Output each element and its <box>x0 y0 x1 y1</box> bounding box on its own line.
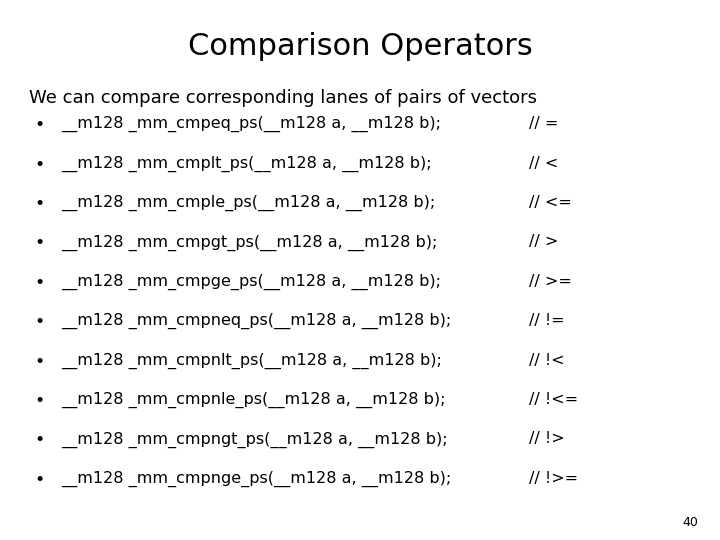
Text: // =: // = <box>529 116 559 131</box>
Text: We can compare corresponding lanes of pairs of vectors: We can compare corresponding lanes of pa… <box>29 89 537 107</box>
Text: __m128 _mm_cmple_ps(__m128 a, __m128 b);: __m128 _mm_cmple_ps(__m128 a, __m128 b); <box>61 195 436 211</box>
Text: // >: // > <box>529 234 559 249</box>
Text: __m128 _mm_cmpge_ps(__m128 a, __m128 b);: __m128 _mm_cmpge_ps(__m128 a, __m128 b); <box>61 274 441 290</box>
Text: // <: // < <box>529 156 559 171</box>
Text: __m128 _mm_cmpnlt_ps(__m128 a, __m128 b);: __m128 _mm_cmpnlt_ps(__m128 a, __m128 b)… <box>61 353 442 369</box>
Text: __m128 _mm_cmpeq_ps(__m128 a, __m128 b);: __m128 _mm_cmpeq_ps(__m128 a, __m128 b); <box>61 116 441 132</box>
Text: •: • <box>35 431 45 449</box>
Text: __m128 _mm_cmplt_ps(__m128 a, __m128 b);: __m128 _mm_cmplt_ps(__m128 a, __m128 b); <box>61 156 432 172</box>
Text: // !>=: // !>= <box>529 471 578 486</box>
Text: // !=: // != <box>529 313 564 328</box>
Text: •: • <box>35 156 45 173</box>
Text: Comparison Operators: Comparison Operators <box>188 32 532 62</box>
Text: // !>: // !> <box>529 431 564 447</box>
Text: // !<: // !< <box>529 353 564 368</box>
Text: •: • <box>35 274 45 292</box>
Text: __m128 _mm_cmpneq_ps(__m128 a, __m128 b);: __m128 _mm_cmpneq_ps(__m128 a, __m128 b)… <box>61 313 451 329</box>
Text: •: • <box>35 471 45 489</box>
Text: __m128 _mm_cmpnge_ps(__m128 a, __m128 b);: __m128 _mm_cmpnge_ps(__m128 a, __m128 b)… <box>61 471 451 487</box>
Text: •: • <box>35 353 45 370</box>
Text: •: • <box>35 234 45 252</box>
Text: •: • <box>35 392 45 410</box>
Text: __m128 _mm_cmpnle_ps(__m128 a, __m128 b);: __m128 _mm_cmpnle_ps(__m128 a, __m128 b)… <box>61 392 446 408</box>
Text: __m128 _mm_cmpgt_ps(__m128 a, __m128 b);: __m128 _mm_cmpgt_ps(__m128 a, __m128 b); <box>61 234 438 251</box>
Text: •: • <box>35 116 45 134</box>
Text: •: • <box>35 195 45 213</box>
Text: // <=: // <= <box>529 195 572 210</box>
Text: •: • <box>35 313 45 331</box>
Text: // >=: // >= <box>529 274 572 289</box>
Text: __m128 _mm_cmpngt_ps(__m128 a, __m128 b);: __m128 _mm_cmpngt_ps(__m128 a, __m128 b)… <box>61 431 448 448</box>
Text: 40: 40 <box>683 516 698 529</box>
Text: // !<=: // !<= <box>529 392 578 407</box>
